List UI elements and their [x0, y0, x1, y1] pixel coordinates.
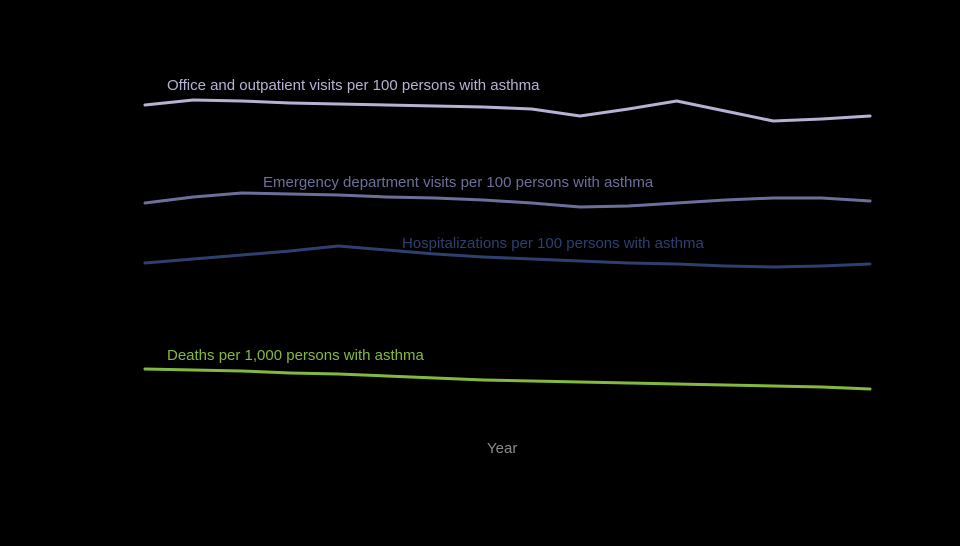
series-line-2: [143, 191, 872, 209]
series-label-4: Deaths per 1,000 persons with asthma: [167, 347, 424, 364]
series-label-2: Emergency department visits per 100 pers…: [263, 174, 654, 191]
series-label-1: Office and outpatient visits per 100 per…: [167, 77, 540, 94]
series-line-3: [143, 244, 872, 269]
series-label-3: Hospitalizations per 100 persons with as…: [402, 235, 704, 252]
x-axis-title: Year: [487, 440, 518, 457]
series-line-4: [143, 367, 872, 391]
series-line-1: [143, 98, 872, 123]
